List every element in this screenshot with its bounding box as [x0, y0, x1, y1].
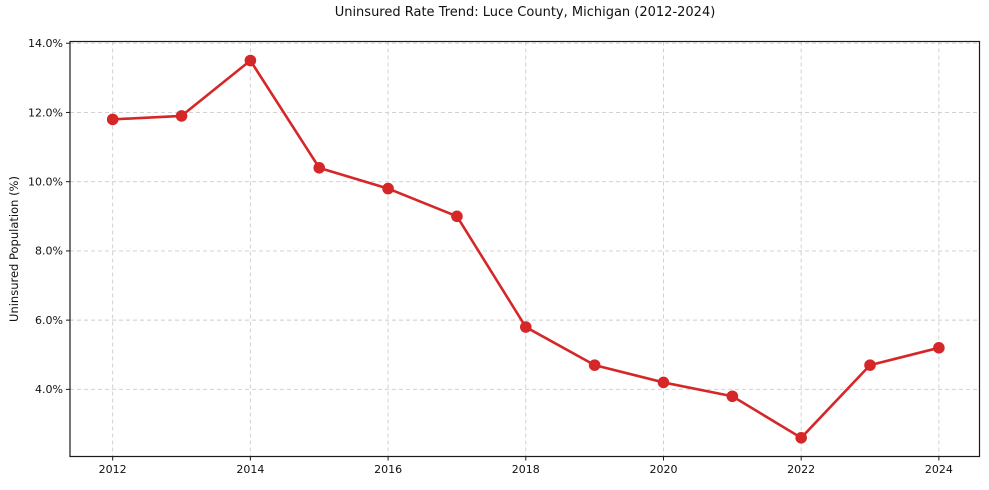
x-tick-label: 2012 — [99, 463, 127, 476]
data-point — [864, 359, 876, 371]
x-tick-label: 2016 — [374, 463, 402, 476]
data-point — [588, 359, 601, 371]
chart-title: Uninsured Rate Trend: Luce County, Michi… — [334, 5, 716, 20]
x-tick-label: 2018 — [512, 463, 540, 476]
data-point — [175, 110, 188, 122]
y-tick-label: 10.0% — [28, 175, 63, 188]
data-point — [106, 113, 119, 126]
x-tick-label: 2022 — [787, 463, 815, 476]
data-point — [244, 54, 257, 67]
data-point — [519, 321, 532, 333]
y-tick-label: 14.0% — [28, 37, 63, 50]
x-tick-label: 2020 — [649, 463, 677, 476]
data-point — [933, 342, 945, 354]
y-tick-label: 6.0% — [35, 314, 63, 327]
data-point — [451, 210, 463, 223]
x-tick-label: 2024 — [925, 463, 953, 476]
data-point — [795, 432, 807, 444]
data-point — [726, 390, 739, 403]
data-point — [313, 162, 326, 174]
data-point — [382, 182, 394, 195]
y-tick-label: 4.0% — [35, 383, 63, 396]
plot-box — [69, 40, 981, 458]
x-tick-label: 2014 — [236, 463, 264, 476]
data-point — [657, 376, 670, 389]
y-tick-label: 12.0% — [28, 106, 63, 119]
y-tick-label: 8.0% — [35, 245, 63, 258]
